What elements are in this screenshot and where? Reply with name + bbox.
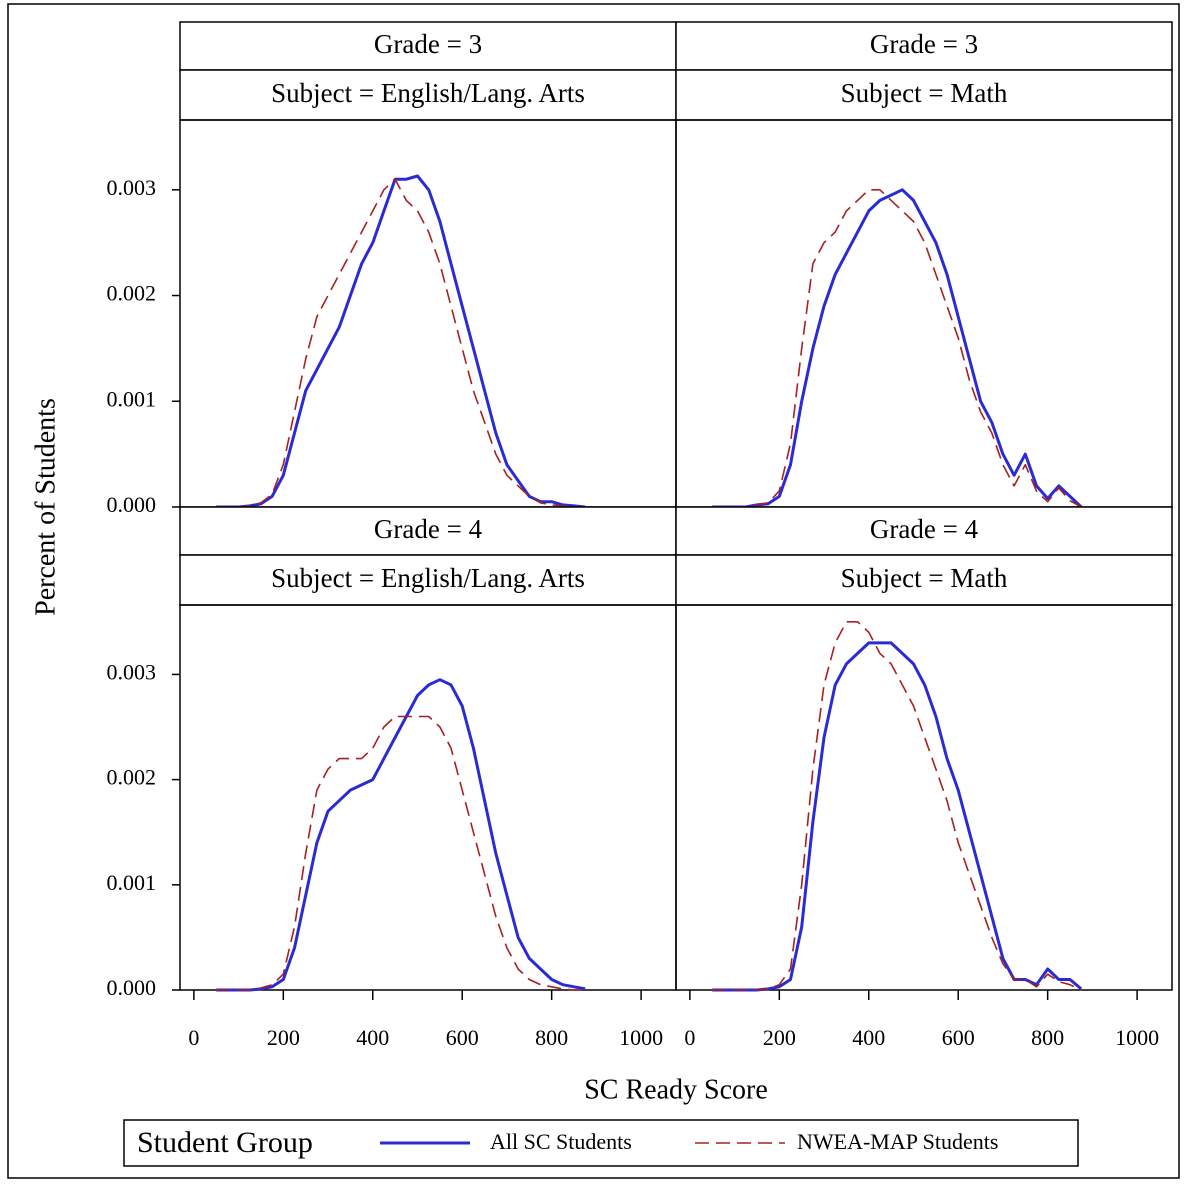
- panel-title: Grade = 3: [870, 29, 978, 59]
- density-line: [712, 189, 1082, 508]
- density-line: [216, 178, 586, 508]
- plot-frame: [675, 604, 1173, 991]
- density-line: [712, 621, 1082, 991]
- x-tick-label: 200: [763, 1025, 796, 1050]
- x-tick-label: 1000: [1115, 1025, 1159, 1050]
- y-tick-label: 0.001: [107, 870, 157, 895]
- panel-title: Subject = English/Lang. Arts: [271, 563, 585, 593]
- x-tick-label: 800: [535, 1025, 568, 1050]
- y-tick-label: 0.000: [107, 975, 157, 1000]
- y-tick-label: 0.002: [107, 765, 157, 790]
- x-axis-label: SC Ready Score: [584, 1074, 768, 1105]
- panel-header: [179, 21, 677, 71]
- panel-title: Grade = 4: [870, 514, 979, 544]
- x-tick-label: 0: [188, 1025, 199, 1050]
- legend-frame: [123, 1119, 1079, 1167]
- density-line: [216, 174, 586, 509]
- y-tick-label: 0.000: [107, 492, 157, 517]
- y-tick-label: 0.003: [107, 175, 157, 200]
- x-tick-label: 0: [684, 1025, 695, 1050]
- panel-title: Subject = English/Lang. Arts: [271, 78, 585, 108]
- y-axis-label: Percent of Students: [30, 398, 61, 616]
- x-tick-label: 200: [267, 1025, 300, 1050]
- panel-header: [179, 554, 677, 606]
- y-tick-label: 0.002: [107, 281, 157, 306]
- legend-title: Student Group: [137, 1126, 313, 1159]
- density-line: [216, 715, 586, 991]
- panel-header: [675, 21, 1173, 71]
- density-line: [712, 188, 1083, 509]
- y-tick-label: 0.001: [107, 386, 157, 411]
- legend-label: NWEA-MAP Students: [797, 1129, 998, 1154]
- density-line: [216, 678, 586, 992]
- legend-label: All SC Students: [490, 1129, 632, 1154]
- panel-header: [675, 506, 1173, 556]
- panel-title: Grade = 3: [374, 29, 482, 59]
- panel-title: Subject = Math: [841, 78, 1008, 108]
- x-tick-label: 400: [356, 1025, 389, 1050]
- x-tick-label: 600: [942, 1025, 975, 1050]
- panel-title: Subject = Math: [841, 563, 1008, 593]
- panel-title: Grade = 4: [374, 514, 483, 544]
- panel-header: [675, 69, 1173, 121]
- x-tick-label: 800: [1031, 1025, 1064, 1050]
- x-tick-label: 600: [446, 1025, 479, 1050]
- x-tick-label: 1000: [619, 1025, 663, 1050]
- panel-header: [179, 506, 677, 556]
- y-tick-label: 0.003: [107, 659, 157, 684]
- panel-header: [675, 554, 1173, 606]
- x-tick-label: 400: [852, 1025, 885, 1050]
